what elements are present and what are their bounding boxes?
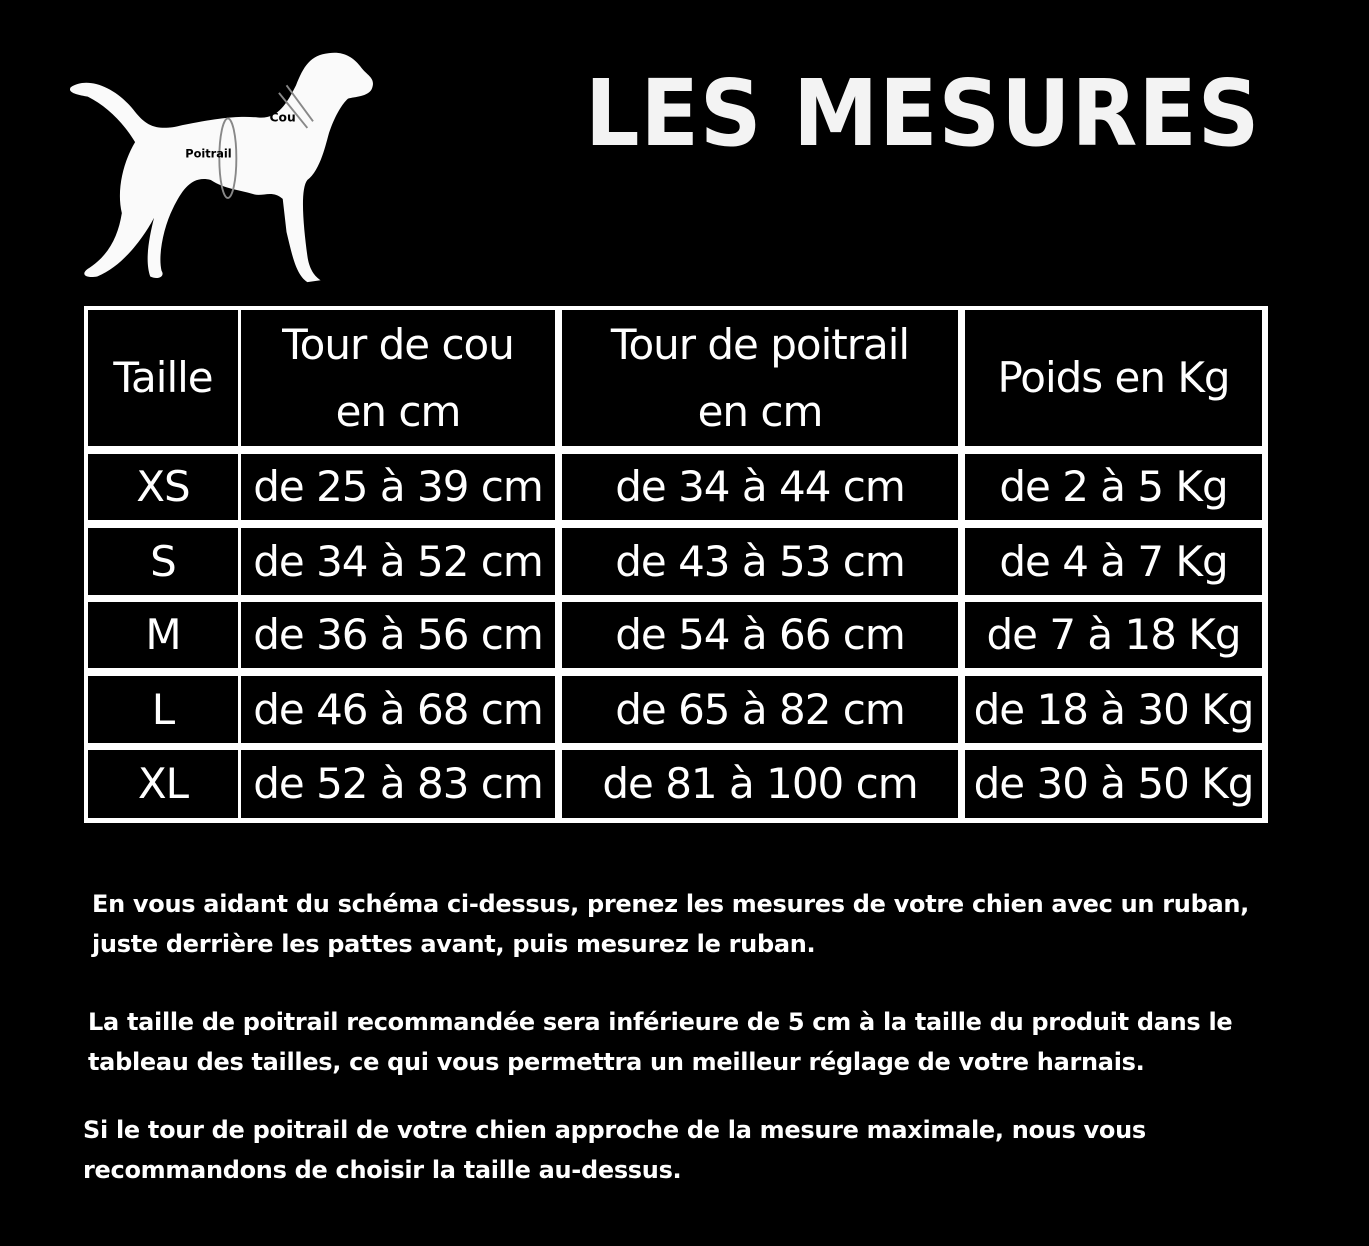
cell-weight: de 30 à 50 Kg bbox=[965, 750, 1262, 818]
dog-silhouette-icon bbox=[69, 52, 373, 283]
cell-size: S bbox=[88, 528, 238, 595]
size-table: Taille Tour de cou en cm Tour de poitrail … bbox=[84, 306, 1268, 823]
chest-label: Poitrail bbox=[185, 146, 231, 160]
cell-chest: de 43 à 53 cm bbox=[562, 528, 958, 595]
cell-weight: de 4 à 7 Kg bbox=[965, 528, 1262, 595]
cell-neck: de 34 à 52 cm bbox=[241, 528, 555, 595]
neck-label: Cou bbox=[269, 110, 295, 124]
header-cell-neck: Tour de cou en cm bbox=[241, 310, 555, 446]
cell-size: M bbox=[88, 602, 238, 668]
neck-measure-line bbox=[278, 84, 314, 129]
cell-weight: de 18 à 30 Kg bbox=[965, 676, 1262, 743]
cell-neck: de 52 à 83 cm bbox=[241, 750, 555, 818]
cell-chest: de 54 à 66 cm bbox=[562, 602, 958, 668]
cell-size: XL bbox=[88, 750, 238, 818]
header-cell-chest: Tour de poitrail en cm bbox=[562, 310, 958, 446]
dog-diagram: Cou Poitrail bbox=[69, 52, 373, 283]
cell-neck: de 46 à 68 cm bbox=[241, 676, 555, 743]
instruction-paragraph-3: Si le tour de poitrail de votre chien ap… bbox=[83, 1116, 1146, 1184]
cell-chest: de 65 à 82 cm bbox=[562, 676, 958, 743]
cell-neck: de 25 à 39 cm bbox=[241, 454, 555, 520]
cell-chest: de 81 à 100 cm bbox=[562, 750, 958, 818]
cell-chest: de 34 à 44 cm bbox=[562, 454, 958, 520]
chest-measure-line bbox=[218, 117, 238, 199]
cell-weight: de 2 à 5 Kg bbox=[965, 454, 1262, 520]
header-cell-size: Taille bbox=[88, 310, 238, 446]
instruction-paragraph-1: En vous aidant du schéma ci-dessus, pren… bbox=[92, 890, 1249, 958]
instruction-paragraph-2: La taille de poitrail recommandée sera i… bbox=[88, 1008, 1233, 1076]
header-cell-weight: Poids en Kg bbox=[965, 310, 1262, 446]
cell-weight: de 7 à 18 Kg bbox=[965, 602, 1262, 668]
cell-neck: de 36 à 56 cm bbox=[241, 602, 555, 668]
cell-size: L bbox=[88, 676, 238, 743]
cell-size: XS bbox=[88, 454, 238, 520]
page-title: LES MESURES bbox=[585, 60, 1261, 167]
